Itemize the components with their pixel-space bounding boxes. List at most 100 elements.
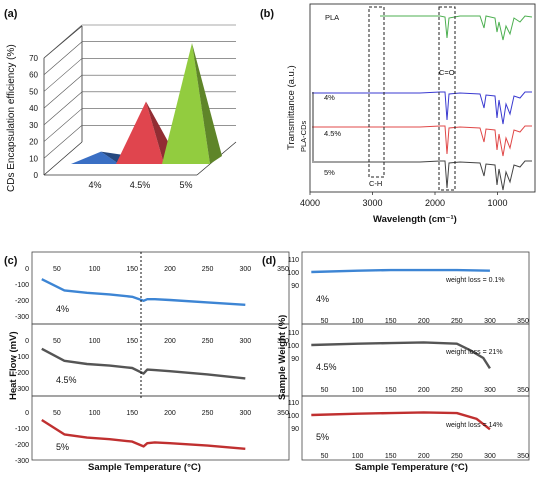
panel-a: (a) 0 10 20 30 40 50 60 70 4% 4.5% 5% CDs Encapsu… <box>4 8 237 192</box>
d-xtick-label-0-4: 250 <box>451 318 463 325</box>
spectrum-pla <box>380 15 533 41</box>
spectrum-5pct <box>312 160 532 191</box>
b-xtick-label-2: 2000 <box>425 198 445 208</box>
d-subplot-0: 90 100 110 50 100 150 200 250 300 350 4% weight los… <box>287 251 530 325</box>
panel-b-ylabel: Transmittance (a.u.) <box>286 65 297 150</box>
d-xtick-label-0-3: 200 <box>418 318 430 325</box>
c-xtick-label-0-1: 100 <box>89 266 101 273</box>
d-annotation-0: weight loss = 0.1% <box>445 277 505 284</box>
c-xtick-label-0-2: 150 <box>126 266 138 273</box>
a-ytick-label-1: 10 <box>29 154 38 163</box>
c-xtick-label-1-3: 200 <box>164 338 176 345</box>
d-xtick-label-2-5: 300 <box>484 453 496 460</box>
b-xtick-label-0: 4000 <box>300 198 320 208</box>
grid-diag-1 <box>43 125 83 159</box>
c-ytick-label-1-3: -300 <box>15 386 29 393</box>
c-xtick-label-2-4: 250 <box>202 410 214 417</box>
pyramid-front-1 <box>116 101 164 164</box>
c-ytick-label-2-1: -100 <box>15 426 29 433</box>
d-xtick-label-0-0: 50 <box>321 318 329 325</box>
pla-cds-group-label: PLA-CDs <box>299 120 308 152</box>
panel-a-pyramids <box>71 43 222 164</box>
c-xtick-label-2-5: 300 <box>239 410 251 417</box>
c-xtick-label-1-5: 300 <box>239 338 251 345</box>
series-label-5pct: 5% <box>324 168 335 177</box>
panel-b-label: (b) <box>260 8 274 20</box>
c-xtick-label-2-1: 100 <box>89 410 101 417</box>
c-subplot-0: 0 -100 -200 -300 50 100 150 200 250 300 350 4% <box>15 251 290 325</box>
pyramid-front-0 <box>71 151 119 164</box>
panel-d-subplots: 90 100 110 50 100 150 200 250 300 350 4% weight los… <box>287 251 530 461</box>
panel-b-x-ticks: 4000 3000 2000 1000 <box>300 192 508 208</box>
grid-diag-3 <box>43 91 83 126</box>
d-ytick-label-1-1: 100 <box>287 343 299 350</box>
c-ytick-label-0-0: 0 <box>25 266 29 273</box>
d-annotation-1: weight loss = 21% <box>445 349 503 356</box>
spectrum-4pct <box>312 91 532 125</box>
d-ytick-label-0-2: 110 <box>288 257 299 264</box>
c-subplot-2: 0 -100 -200 -300 50 100 150 200 250 300 350 5% <box>15 395 290 465</box>
a-category-label-1: 4.5% <box>130 180 151 190</box>
a-ytick-label-7: 70 <box>29 54 38 63</box>
b-xtick-label-1: 3000 <box>362 198 382 208</box>
d-frame-1 <box>301 323 530 397</box>
grid-diag-7 <box>43 24 83 59</box>
a-category-label-0: 4% <box>88 180 101 190</box>
panel-c-subplots: 0 -100 -200 -300 50 100 150 200 250 300 350 4% 0 -100… <box>15 251 290 465</box>
d-xtick-label-0-6: 350 <box>517 318 529 325</box>
annotation-c-h: C-H <box>369 179 382 188</box>
grid-diag-6 <box>43 41 83 75</box>
d-xtick-label-2-2: 150 <box>385 453 397 460</box>
d-curve-1 <box>311 341 491 370</box>
panel-d: (d) 90 100 110 50 100 150 200 250 300 350 4% weight… <box>262 251 530 473</box>
c-xtick-label-2-6: 350 <box>277 410 289 417</box>
a-ytick-label-6: 60 <box>29 71 38 80</box>
panel-d-ylabel: Sample Weight (%) <box>277 315 288 400</box>
c-xtick-label-0-5: 300 <box>239 266 251 273</box>
panel-b-plot-frame <box>309 3 536 193</box>
d-ytick-label-2-1: 100 <box>287 413 299 420</box>
d-ytick-label-0-1: 100 <box>287 270 299 277</box>
d-xtick-label-1-3: 200 <box>418 387 430 394</box>
d-xtick-label-0-2: 150 <box>385 318 397 325</box>
floor-left-edge <box>43 141 83 176</box>
d-subplot-2: 90 100 110 50 100 150 200 250 300 350 5% weight los… <box>287 395 530 461</box>
panel-a-y-ticks: 0 10 20 30 40 50 60 70 <box>29 54 38 180</box>
d-xtick-label-1-6: 350 <box>517 387 529 394</box>
d-frame-2 <box>301 395 530 461</box>
pyramid-front-2 <box>162 43 210 164</box>
panel-b-xlabel: Wavelength (cm⁻¹) <box>373 214 457 225</box>
c-series-label-0: 4% <box>56 304 69 314</box>
spectrum-4-5pct <box>312 125 532 157</box>
d-frame-0 <box>301 251 530 325</box>
c-xtick-label-1-6: 350 <box>277 338 289 345</box>
panel-a-categories: 4% 4.5% 5% <box>88 180 192 190</box>
c-ytick-label-0-1: -100 <box>15 282 29 289</box>
c-ytick-label-1-2: -200 <box>15 370 29 377</box>
c-xtick-label-0-6: 350 <box>277 266 289 273</box>
c-curve-0 <box>41 278 246 306</box>
c-xtick-label-2-2: 150 <box>126 410 138 417</box>
d-ytick-label-1-0: 90 <box>291 356 299 363</box>
series-label-pla: PLA <box>325 13 339 22</box>
panel-a-gridlines <box>43 24 236 159</box>
d-series-label-0: 4% <box>316 294 329 304</box>
d-xtick-label-2-6: 350 <box>517 453 529 460</box>
grid-diag-2 <box>43 108 83 142</box>
d-xtick-label-2-1: 100 <box>352 453 364 460</box>
c-ytick-label-1-1: -100 <box>15 354 29 361</box>
c-xtick-label-1-0: 50 <box>53 338 61 345</box>
c-subplot-1: 0 -100 -200 -300 50 100 150 200 250 300 350 4.5% <box>15 323 290 397</box>
d-annotation-2: weight loss = 14% <box>445 422 503 429</box>
panel-c-xlabel: Sample Temperature (°C) <box>88 462 201 473</box>
c-ytick-label-2-3: -300 <box>15 458 29 465</box>
d-xtick-label-1-5: 300 <box>484 387 496 394</box>
c-o-highlight-box <box>438 6 456 191</box>
c-ytick-label-2-2: -200 <box>15 442 29 449</box>
d-xtick-label-2-0: 50 <box>321 453 329 460</box>
c-curve-2 <box>41 418 246 450</box>
b-xtick-label-3: 1000 <box>487 198 507 208</box>
pyramid-side-2 <box>192 43 222 164</box>
